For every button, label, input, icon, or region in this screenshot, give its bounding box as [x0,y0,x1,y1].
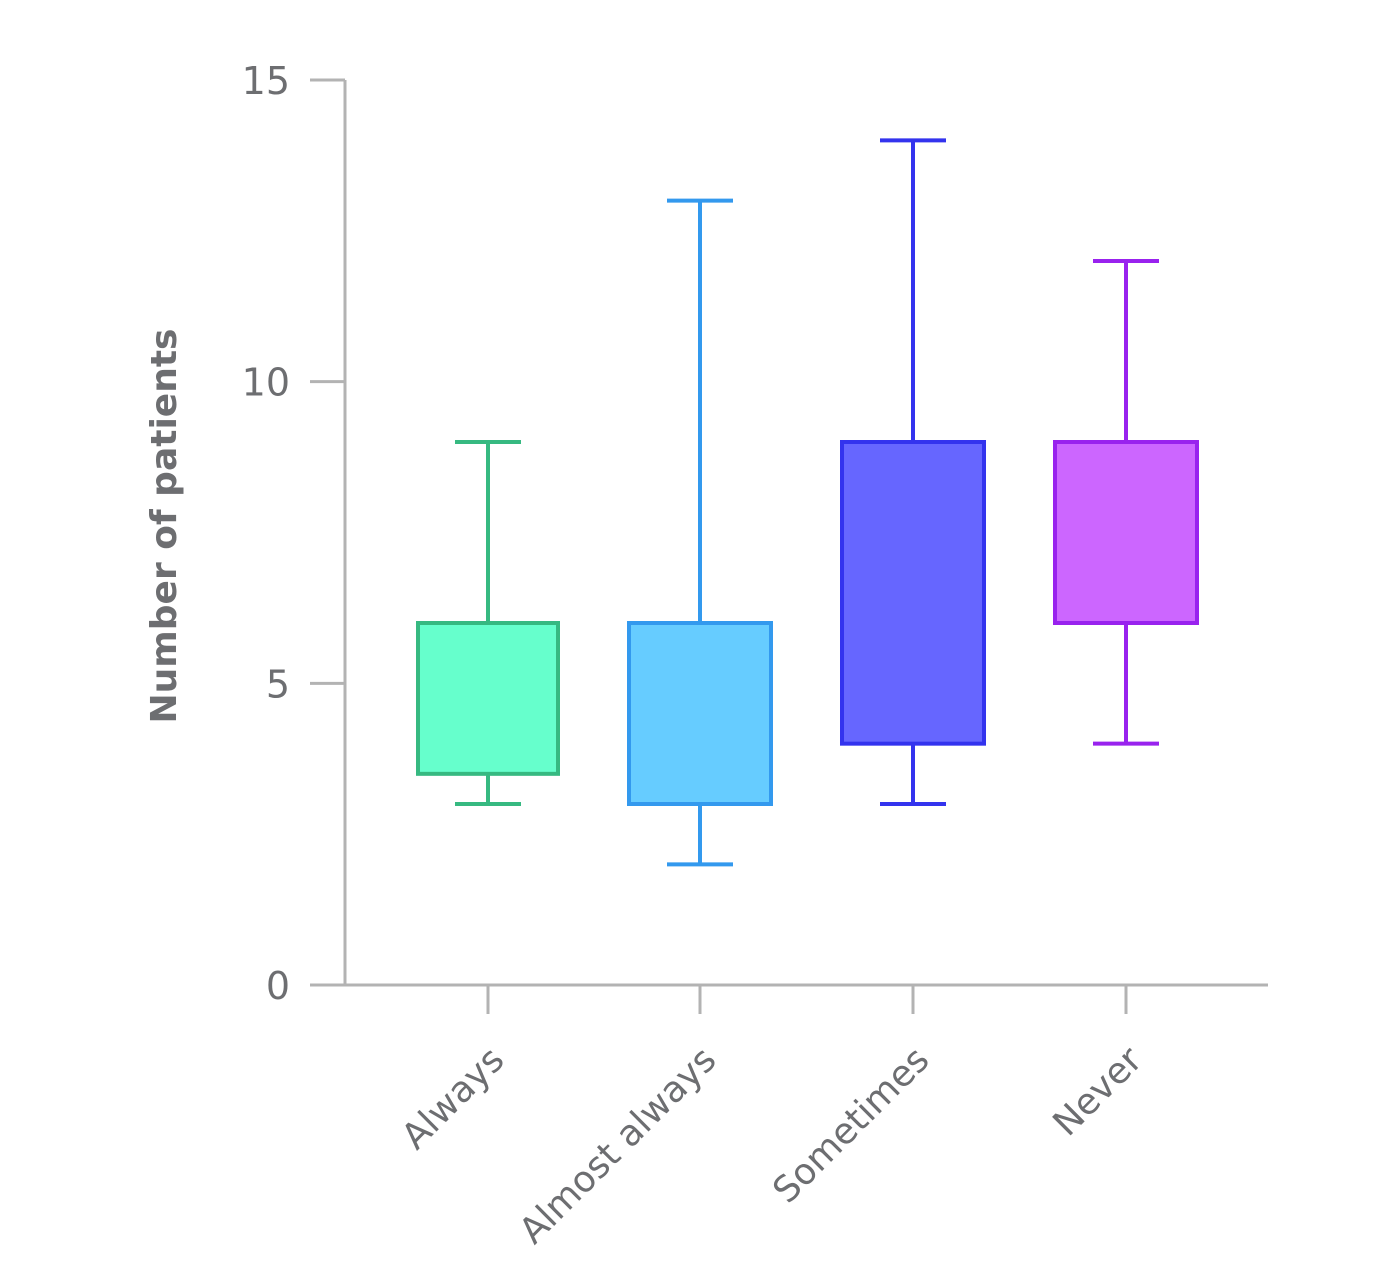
box-sometimes [840,138,986,806]
y-ticks: 0 5 10 15 [242,59,345,1008]
x-tick-label: Never [1045,1039,1150,1144]
x-ticks: Always Almost always Sometimes Never [394,985,1150,1252]
x-tick-label: Always [394,1039,512,1157]
iqr-box [627,621,773,806]
iqr-box [416,621,560,776]
y-tick-label: 5 [266,662,290,706]
axes [310,80,1268,987]
iqr-box [1053,440,1199,625]
x-tick-label: Almost always [512,1039,725,1252]
y-tick-label: 15 [242,59,290,103]
box-never [1053,259,1199,746]
x-tick-label: Sometimes [765,1039,937,1211]
y-axis-title: Number of patients [144,329,185,724]
iqr-box [840,440,986,746]
y-tick-label: 10 [242,361,290,405]
boxes [416,138,1199,867]
y-tick-label: 0 [266,964,290,1008]
box-always [416,440,560,806]
box-almost-always [627,198,773,867]
